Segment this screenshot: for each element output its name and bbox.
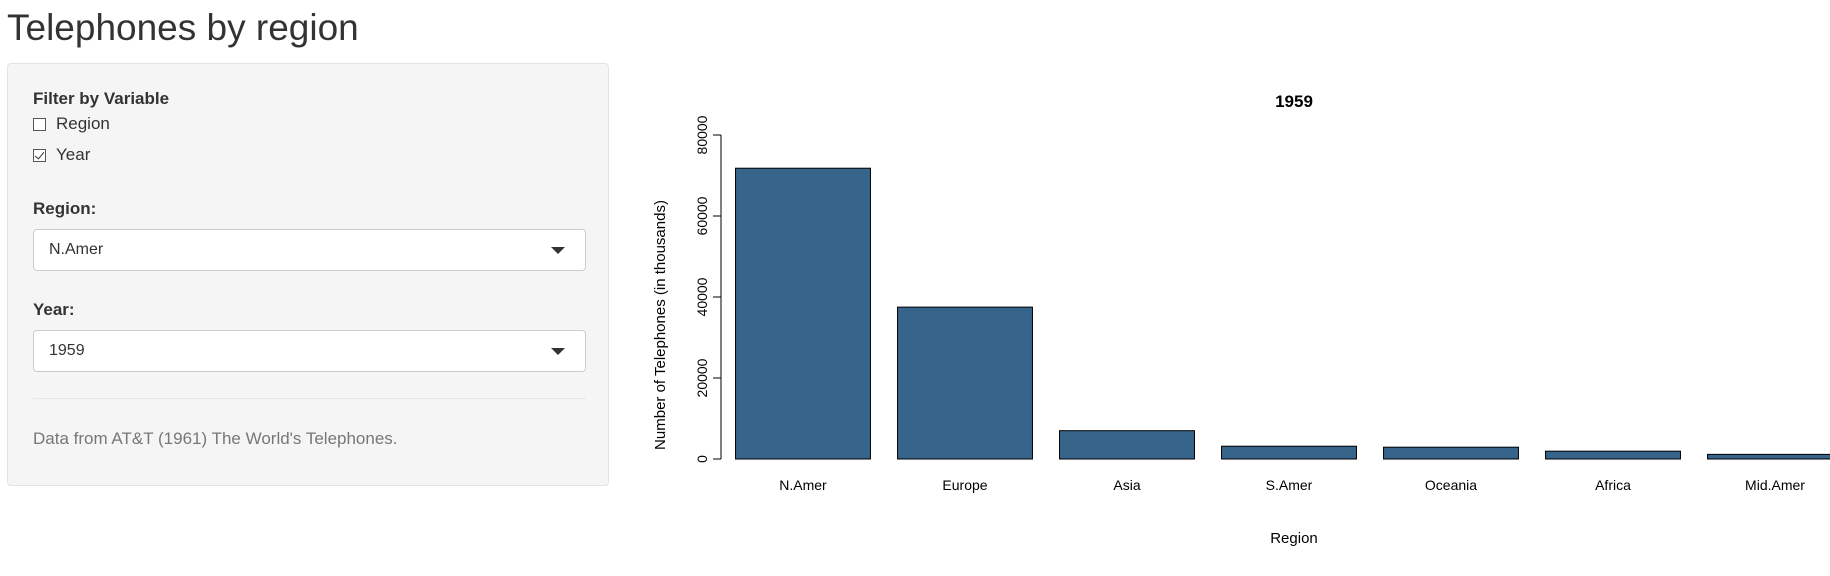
x-tick-label: Oceania [1425, 477, 1477, 493]
data-source-note: Data from AT&T (1961) The World's Teleph… [33, 429, 398, 448]
y-tick-label: 80000 [694, 115, 710, 154]
y-axis-label: Number of Telephones (in thousands) [652, 200, 669, 450]
checkbox-region[interactable]: Region [33, 113, 110, 135]
x-tick-label: Africa [1595, 477, 1631, 493]
bar-chart: 1959 Number of Telephones (in thousands)… [652, 92, 1830, 547]
bar-africa [1545, 450, 1681, 460]
y-tick-label: 0 [694, 455, 710, 463]
bar-asia [1059, 430, 1195, 460]
x-tick-label: Mid.Amer [1745, 477, 1805, 493]
bar-n-amer [735, 167, 871, 460]
bars-group [735, 167, 1830, 460]
filter-label: Filter by Variable [33, 89, 170, 108]
bar-oceania [1383, 446, 1519, 460]
region-select[interactable]: N.Amer [33, 229, 586, 271]
y-axis: 0 20000 40000 60000 80000 [694, 115, 722, 463]
x-tick-label: S.Amer [1266, 477, 1313, 493]
checkbox-region-label: Region [56, 114, 110, 133]
chart-title: 1959 [1275, 92, 1313, 111]
x-axis-label: Region [1270, 530, 1318, 547]
page-title: Telephones by region [7, 7, 359, 48]
y-tick-label: 40000 [694, 277, 710, 316]
x-tick-label: Asia [1113, 477, 1140, 493]
caret-down-icon[interactable] [551, 247, 565, 254]
sidebar-panel: Filter by Variable Region Year Region: N… [7, 63, 609, 486]
bar-s-amer [1221, 445, 1357, 460]
year-select-label: Year: [33, 300, 75, 319]
sidebar-divider [33, 398, 586, 399]
checkbox-year-label: Year [56, 145, 91, 164]
year-select-value: 1959 [49, 342, 85, 359]
checkbox-region-box[interactable] [33, 117, 46, 131]
x-tick-labels: N.Amer Europe Asia S.Amer Oceania Africa Mid.A… [779, 477, 1805, 493]
x-tick-label: N.Amer [779, 477, 827, 493]
bar-europe [897, 306, 1033, 460]
y-tick-label: 60000 [694, 196, 710, 235]
year-select[interactable]: 1959 [33, 330, 586, 372]
caret-down-icon[interactable] [551, 348, 565, 355]
checkbox-year-box[interactable] [33, 148, 46, 162]
checkbox-year[interactable]: Year [33, 144, 90, 166]
region-select-value: N.Amer [49, 241, 104, 258]
region-select-label: Region: [33, 199, 97, 218]
y-tick-label: 20000 [694, 358, 710, 397]
x-tick-label: Europe [942, 477, 987, 493]
bar-mid-amer [1707, 453, 1830, 460]
